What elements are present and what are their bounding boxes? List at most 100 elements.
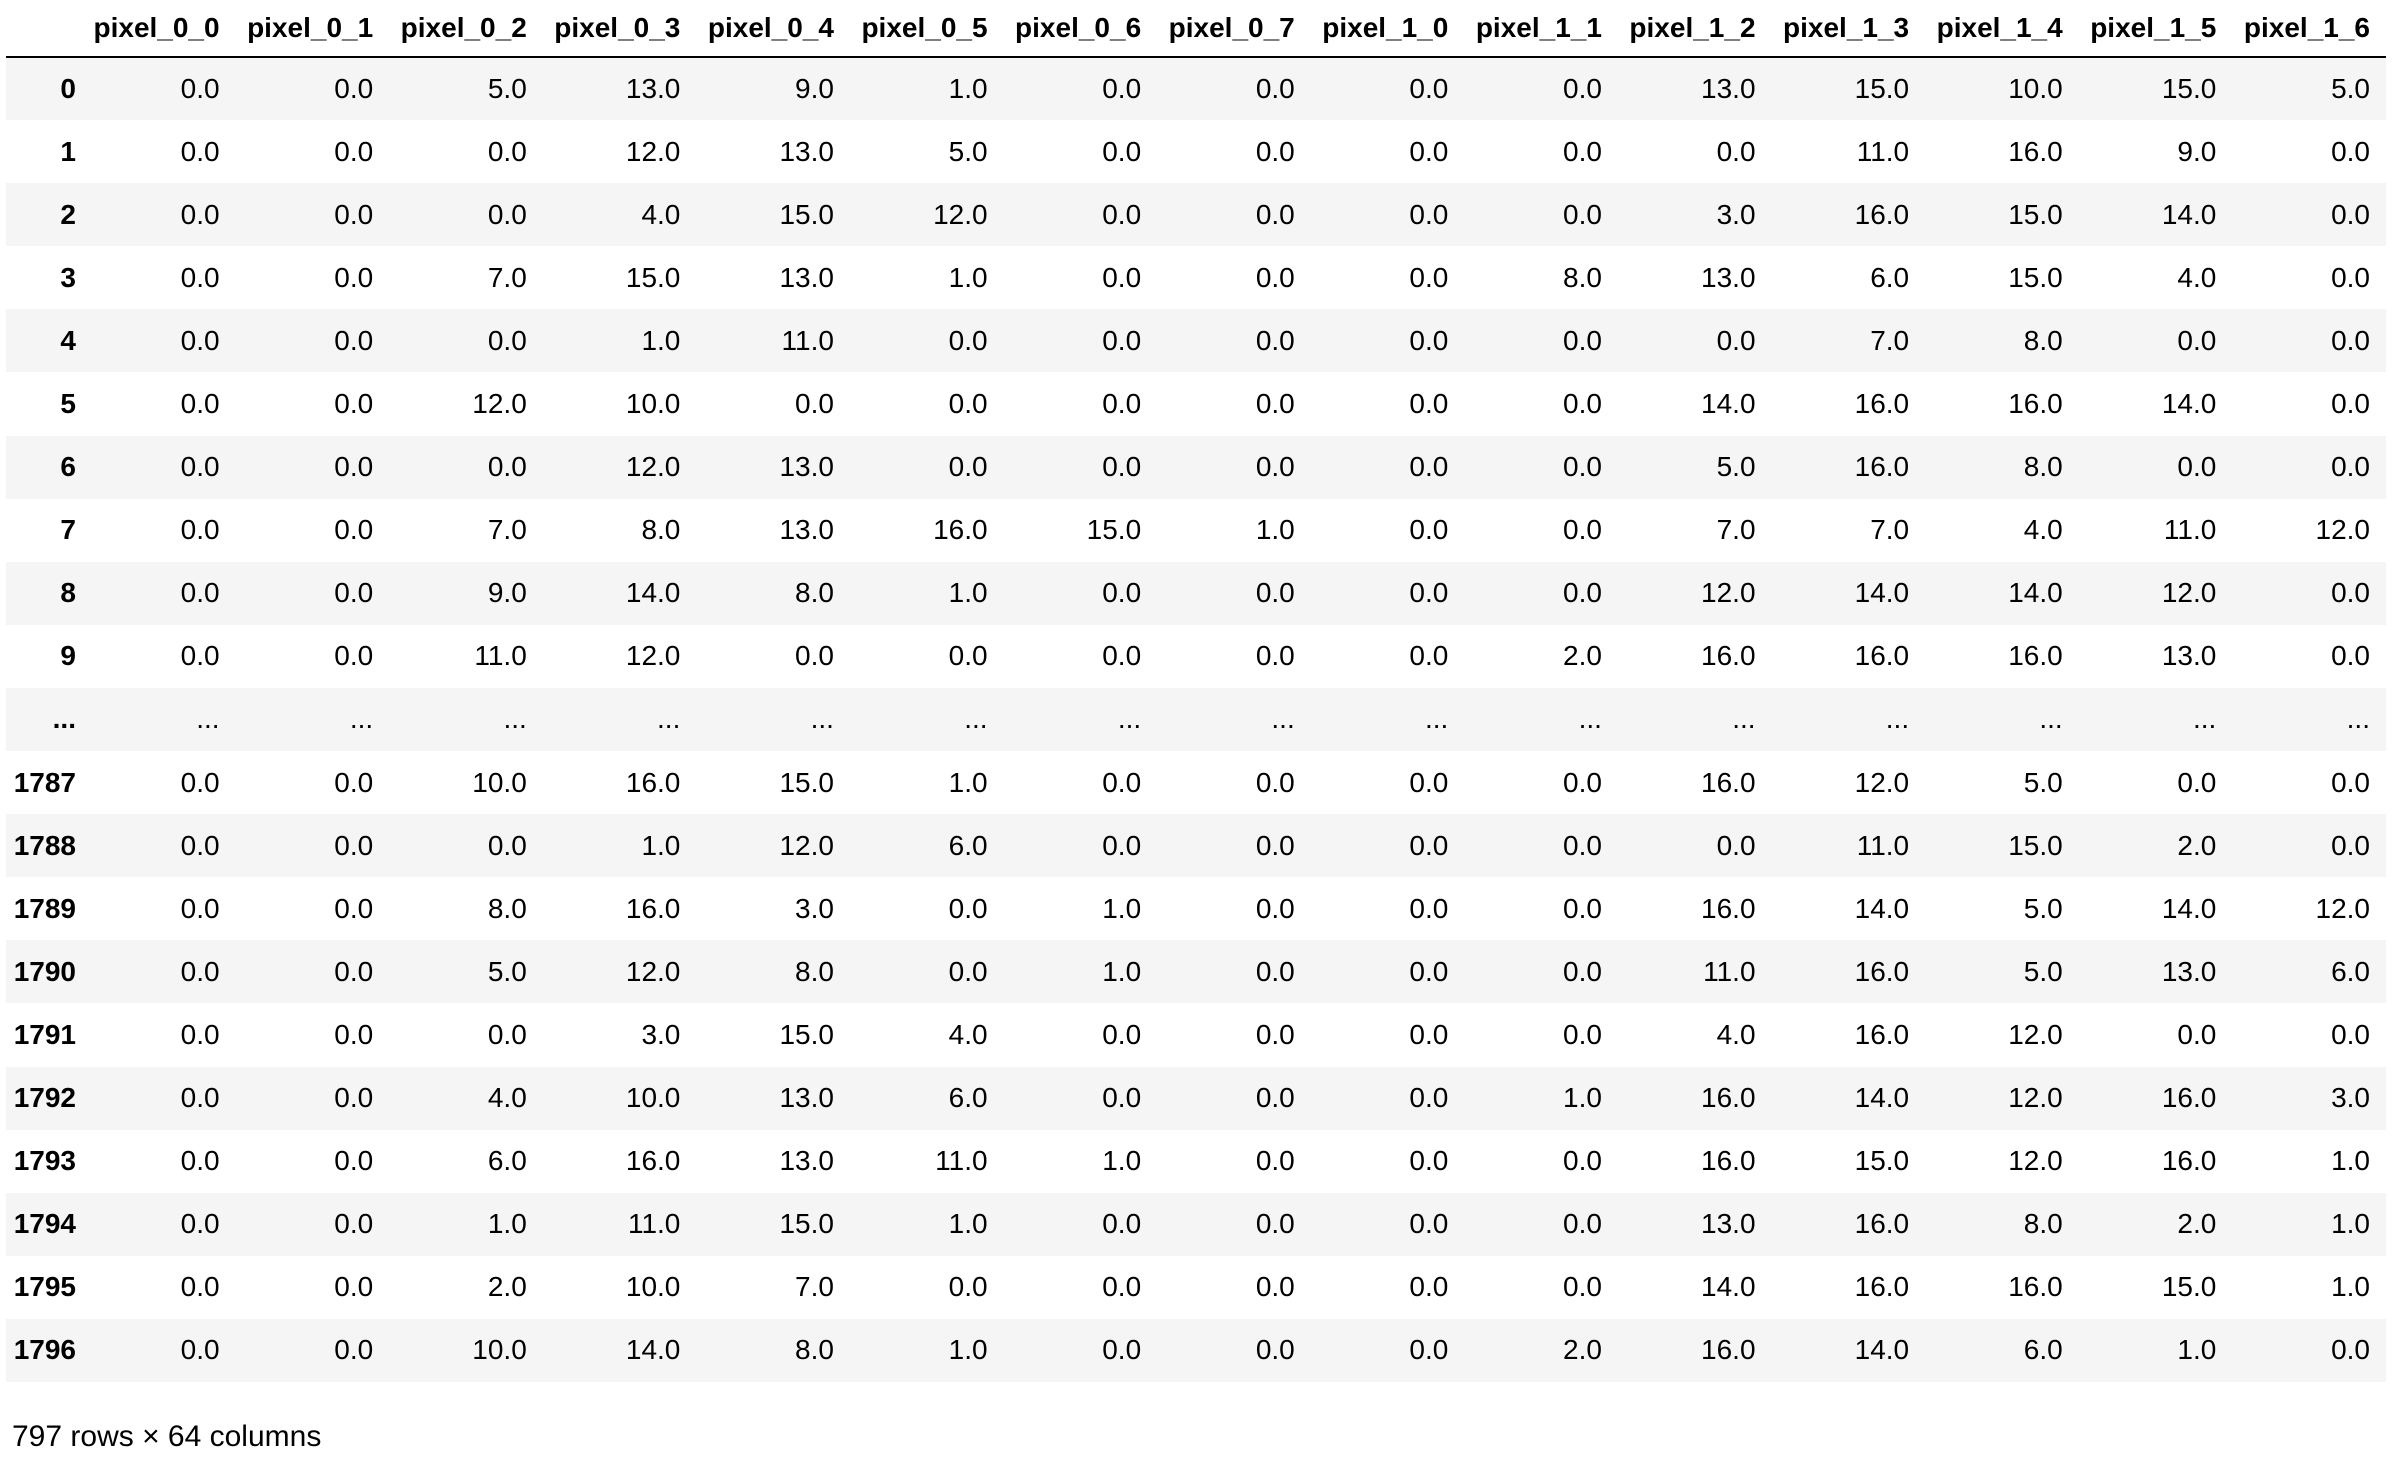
table-cell: 0.0 [1102, 324, 1142, 356]
table-cell: 14.0 [2161, 198, 2217, 230]
row-index: 7 [60, 514, 76, 546]
table-cell: 0.0 [1409, 1145, 1449, 1177]
table-cell: 0.0 [1563, 1018, 1602, 1050]
table-cell: 15.0 [2008, 261, 2063, 293]
table-cell: 0.0 [1255, 1018, 1295, 1050]
table-cell: 0.0 [2331, 577, 2370, 609]
table-cell: 0.0 [1102, 451, 1142, 483]
table-row: 4 0.0 0.0 0.0 1.0 11.0 0.0 0.0 0.0 0.0 0.0 0.0 7.0 8.… [6, 309, 2386, 373]
table-cell: 0.0 [334, 1018, 374, 1050]
table-cell: 0.0 [180, 766, 220, 798]
dataframe-shape: 797 rows × 64 columns [12, 1420, 322, 1453]
table-cell: 0.0 [948, 324, 988, 356]
table-cell: 16.0 [1854, 1271, 1910, 1303]
table-cell: 14.0 [1854, 892, 1910, 924]
table-cell: 9.0 [487, 577, 527, 609]
table-cell: 13.0 [779, 1082, 834, 1114]
table-cell: 8.0 [795, 955, 834, 987]
table-cell: 6.0 [2331, 955, 2370, 987]
column-header: pixel_1_3 [1771, 0, 1926, 58]
table-cell: 14.0 [1701, 388, 1756, 420]
table-cell: 0.0 [2331, 135, 2370, 167]
table-cell: 0.0 [1563, 577, 1602, 609]
table-cell: 0.0 [180, 388, 220, 420]
column-header: pixel_0_0 [82, 0, 236, 58]
table-cell: 0.0 [1409, 324, 1449, 356]
table-cell: 0.0 [1563, 388, 1602, 420]
table-cell: 0.0 [334, 1334, 374, 1366]
table-cell: 4.0 [2177, 261, 2217, 293]
table-cell: 12.0 [2008, 1082, 2063, 1114]
table-cell: 0.0 [180, 135, 220, 167]
table-cell: 16.0 [1701, 640, 1756, 672]
table-cell: 16.0 [2008, 135, 2063, 167]
table-cell: 10.0 [625, 388, 681, 420]
index-header [6, 0, 82, 58]
table-cell: ... [1425, 703, 1449, 735]
table-cell: 1.0 [1102, 1145, 1142, 1177]
table-cell: 0.0 [334, 324, 374, 356]
row-index: 0 [60, 73, 76, 105]
table-cell: 16.0 [625, 1145, 681, 1177]
table-cell: 0.0 [334, 261, 374, 293]
table-cell: 12.0 [2315, 514, 2371, 546]
table-cell: 15.0 [2008, 198, 2063, 230]
table-cell: 8.0 [795, 1334, 834, 1366]
table-cell: 5.0 [2023, 892, 2063, 924]
table-row: 1 0.0 0.0 0.0 12.0 13.0 5.0 0.0 0.0 0.0 0.0 0.0 11.0… [6, 120, 2386, 184]
table-cell: 14.0 [2008, 577, 2063, 609]
table-cell: 0.0 [1102, 1082, 1142, 1114]
table-cell: 1.0 [948, 577, 988, 609]
row-index: 8 [60, 577, 76, 609]
table-cell: 1.0 [1102, 955, 1142, 987]
table-cell: 0.0 [1563, 829, 1602, 861]
table-row: 6 0.0 0.0 0.0 12.0 13.0 0.0 0.0 0.0 0.0 0.0 5.0 16.0… [6, 435, 2386, 499]
dataframe-output: pixel_0_0 pixel_0_1 pixel_0_2 pixel_0_3 pixe… [6, 0, 2386, 1382]
table-cell: 0.0 [1102, 766, 1142, 798]
table-cell: ... [2346, 703, 2370, 735]
table-cell: 13.0 [2161, 955, 2217, 987]
table-cell: 16.0 [1854, 955, 1910, 987]
table-cell: 0.0 [1716, 135, 1756, 167]
row-index: 1788 [13, 829, 76, 861]
table-cell: 0.0 [1409, 135, 1449, 167]
table-cell: 6.0 [948, 1082, 988, 1114]
table-cell: 0.0 [334, 955, 374, 987]
table-cell: 0.0 [180, 73, 220, 105]
table-cell: 0.0 [334, 640, 374, 672]
table-cell: 4.0 [641, 198, 681, 230]
table-cell: 0.0 [1409, 1208, 1449, 1240]
table-cell: ... [2192, 703, 2217, 735]
table-cell: 0.0 [180, 514, 220, 546]
table-cell: 0.0 [180, 1018, 220, 1050]
table-cell: 8.0 [487, 892, 527, 924]
table-cell: 0.0 [1409, 1334, 1449, 1366]
table-cell: 16.0 [1854, 451, 1910, 483]
table-cell: 6.0 [1870, 261, 1910, 293]
table-cell: ... [1578, 703, 1602, 735]
table-cell: 12.0 [625, 135, 681, 167]
table-cell: 0.0 [948, 451, 988, 483]
table-cell: 15.0 [1086, 514, 1142, 546]
table-cell: 0.0 [2331, 451, 2370, 483]
table-cell: 0.0 [487, 829, 527, 861]
table-cell: 0.0 [1102, 1271, 1142, 1303]
row-index: 1792 [13, 1082, 76, 1114]
column-header: pixel_0_3 [542, 0, 697, 58]
table-cell: 1.0 [2331, 1271, 2370, 1303]
table-cell: 14.0 [625, 577, 681, 609]
table-cell: 1.0 [948, 261, 988, 293]
table-cell: 9.0 [2177, 135, 2217, 167]
table-cell: 0.0 [1255, 135, 1295, 167]
table-cell: 11.0 [1856, 135, 1910, 167]
table-cell: 1.0 [948, 766, 988, 798]
table-cell: 6.0 [487, 1145, 527, 1177]
table-cell: 10.0 [625, 1271, 681, 1303]
table-cell: 0.0 [948, 955, 988, 987]
table-cell: ... [657, 703, 681, 735]
table-cell: 0.0 [1102, 135, 1142, 167]
table-cell: 12.0 [1854, 766, 1910, 798]
column-header: pixel_0_4 [696, 0, 850, 58]
table-cell: 0.0 [1563, 451, 1602, 483]
table-cell: 10.0 [2008, 73, 2063, 105]
